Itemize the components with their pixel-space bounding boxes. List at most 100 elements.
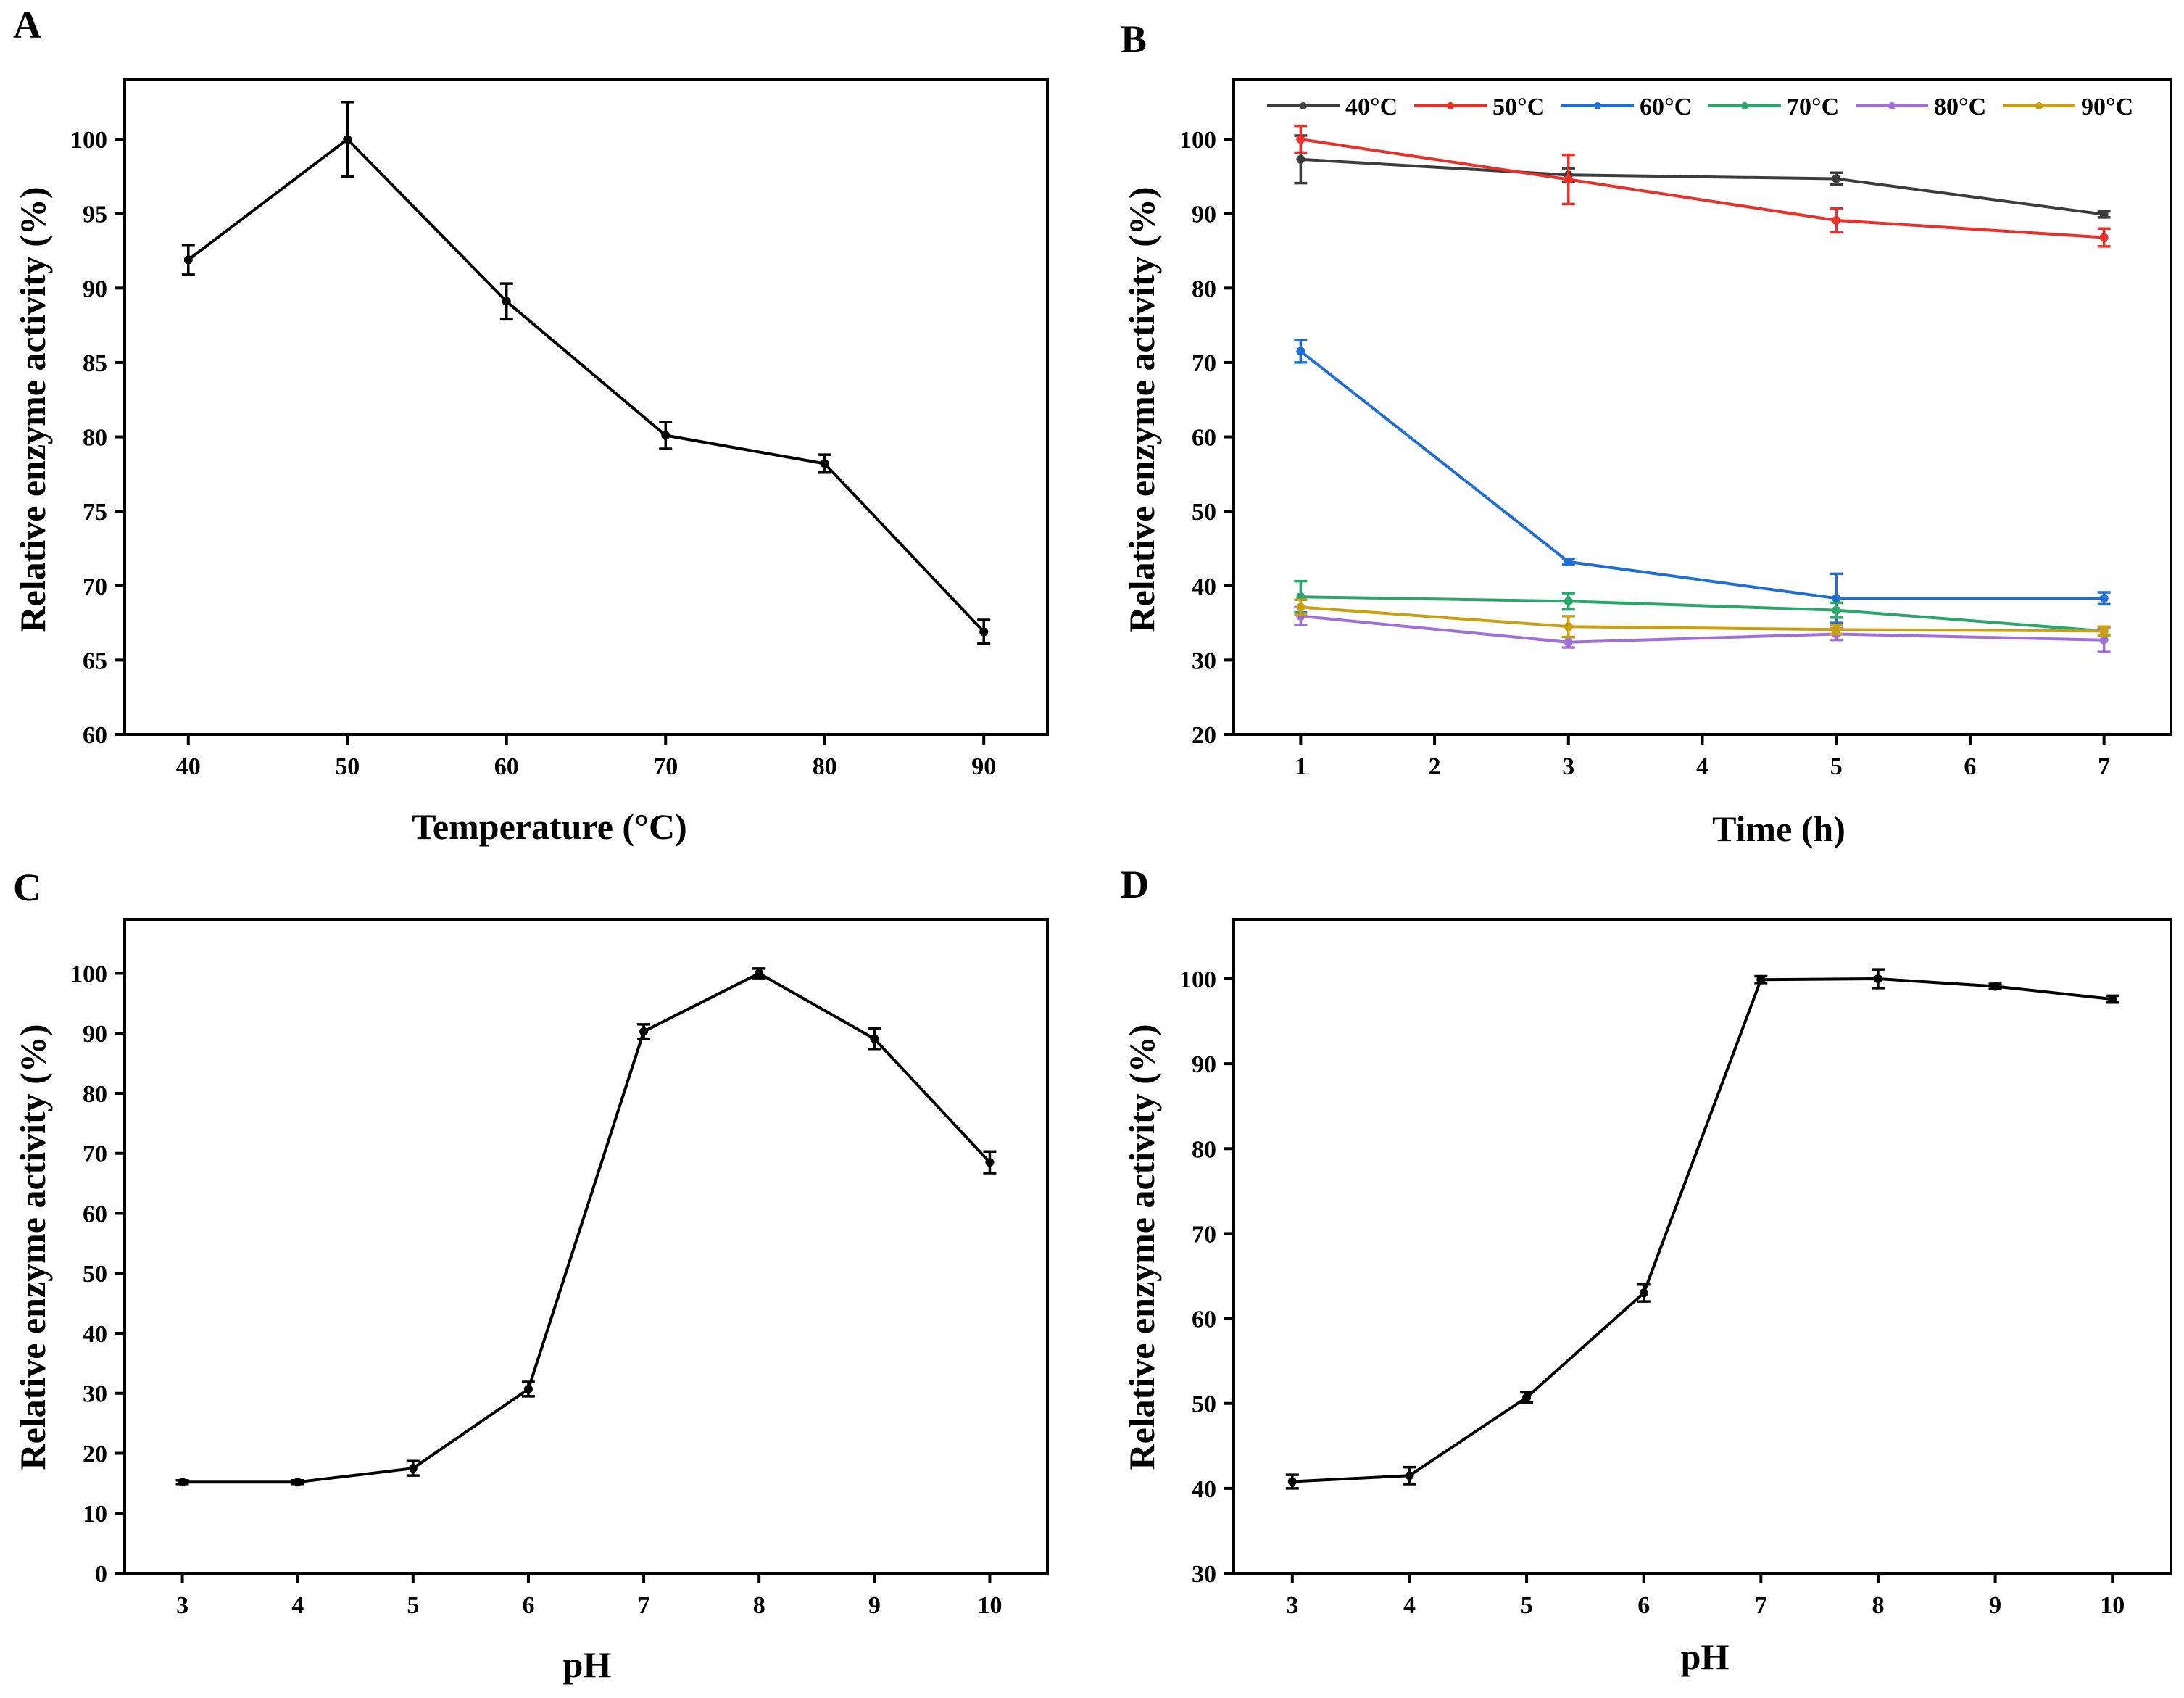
panel-c-y-tick-label-6: 60 <box>83 1201 107 1227</box>
panel-b-series-5-point-2 <box>1832 625 1841 634</box>
panel-c-y-tick-label-1: 10 <box>83 1501 107 1528</box>
panel-b-series-2-point-0 <box>1296 347 1305 356</box>
panel-b-legend-marker-0 <box>1300 102 1307 109</box>
panel-c-x-tick-label-7: 10 <box>977 1592 1002 1619</box>
panel-b-series-0-point-2 <box>1832 174 1841 183</box>
panel-c-series-0-point-4 <box>639 1027 649 1036</box>
panel-b-legend-marker-5 <box>2035 102 2043 109</box>
panel-d-x-tick-label-6: 9 <box>1989 1592 2001 1619</box>
panel-b-y-axis-title: Relative enzyme activity (%) <box>1121 186 1162 632</box>
panel-d-x-tick-label-7: 10 <box>2100 1592 2125 1619</box>
panel-d-series-0-point-6 <box>1990 982 2000 991</box>
panel-a-x-tick-label-4: 80 <box>813 753 837 780</box>
panel-d-y-tick-label-7: 100 <box>1179 966 1216 993</box>
panel-c-y-tick-label-3: 30 <box>83 1381 107 1408</box>
panel-d-y-tick-label-4: 70 <box>1192 1221 1216 1248</box>
panel-b-y-tick-label-3: 50 <box>1192 499 1216 526</box>
panel-b-legend-marker-1 <box>1447 102 1454 109</box>
panel-a-y-tick-label-4: 80 <box>83 425 107 452</box>
panel-c-x-tick-label-5: 8 <box>753 1592 765 1619</box>
panel-b-series-4-line <box>1300 614 2104 644</box>
panel-b: B Time (h) Relative enzyme activity (%) … <box>1121 17 2172 849</box>
panel-b-x-tick-label-3: 4 <box>1696 753 1708 780</box>
panel-b-y-tick-label-1: 30 <box>1192 647 1216 674</box>
panel-a-series-0-point-4 <box>820 459 829 468</box>
panel-b-series-4-point-1 <box>1564 637 1573 647</box>
panel-b-series-0-line <box>1300 157 2104 216</box>
panel-c-y-tick-label-8: 80 <box>83 1081 107 1108</box>
panel-d-series-0-point-3 <box>1639 1288 1648 1298</box>
panel-c-series-0-point-0 <box>178 1478 187 1487</box>
panel-a-x-tick-label-3: 70 <box>653 753 678 780</box>
panel-a-y-axis-title: Relative enzyme activity (%) <box>12 186 53 632</box>
panel-b-x-tick-label-2: 3 <box>1562 753 1574 780</box>
panel-b-x-tick-label-5: 6 <box>1964 753 1976 780</box>
panel-d-letter: D <box>1121 863 1149 906</box>
panel-c-series-0-point-3 <box>523 1384 533 1393</box>
panel-d-x-tick-label-2: 5 <box>1521 1592 1533 1619</box>
panel-b-series-1-point-2 <box>1832 215 1841 225</box>
panel-a-y-tick-label-5: 85 <box>83 350 107 377</box>
panel-b-letter: B <box>1121 17 1147 61</box>
panel-c-y-tick-label-7: 70 <box>83 1141 107 1168</box>
panel-c-y-axis-title: Relative enzyme activity (%) <box>12 1024 53 1470</box>
panel-b-series-5-point-0 <box>1296 602 1305 612</box>
panel-a-series-0-point-1 <box>343 135 352 144</box>
panel-b-series-2-point-1 <box>1564 557 1573 566</box>
panel-c-y-tick-label-9: 90 <box>83 1021 107 1048</box>
panel-d-x-tick-label-1: 4 <box>1403 1592 1416 1619</box>
panel-a-y-tick-label-2: 70 <box>83 573 107 600</box>
panel-d-x-axis-title: pH <box>1681 1636 1730 1677</box>
panel-c-x-tick-label-6: 9 <box>868 1592 881 1619</box>
panel-c-plot-frame <box>123 918 1049 1575</box>
panel-c-y-tick-label-4: 40 <box>83 1321 107 1348</box>
panel-a-x-tick-label-2: 60 <box>494 753 519 780</box>
panel-b-series-2-line <box>1300 349 2104 600</box>
panel-a-plot-frame <box>123 78 1049 736</box>
panel-a-x-tick-label-1: 50 <box>335 753 360 780</box>
panel-d-series-0-line <box>1292 977 2113 1483</box>
panel-c-x-axis-title: pH <box>563 1644 612 1685</box>
panel-c-x-tick-label-0: 3 <box>176 1592 188 1619</box>
panel-c-y-tick-label-10: 100 <box>70 961 107 987</box>
panel-b-series-2-point-3 <box>2099 594 2109 603</box>
panel-b-y-tick-label-2: 40 <box>1192 573 1216 600</box>
panel-c-series-0-point-2 <box>408 1464 418 1473</box>
panel-b-legend-label-0: 40°C <box>1345 94 1398 120</box>
panel-a-series-0-point-3 <box>661 431 670 440</box>
panel-b-series-0-point-0 <box>1296 154 1305 164</box>
panel-a-y-tick-label-6: 90 <box>83 276 107 302</box>
panel-c-y-tick-label-2: 20 <box>83 1441 107 1467</box>
panel-d-y-tick-label-3: 60 <box>1192 1306 1216 1333</box>
panel-b-legend-label-4: 80°C <box>1934 94 1986 120</box>
panel-b-y-tick-label-5: 70 <box>1192 350 1216 377</box>
panel-b-series-2-point-2 <box>1832 594 1841 603</box>
panel-d-x-tick-label-3: 6 <box>1637 1592 1650 1619</box>
panel-c-x-tick-label-3: 6 <box>522 1592 534 1619</box>
panel-b-series-3-line <box>1300 595 2104 633</box>
panel-a-y-tick-label-3: 75 <box>83 499 107 526</box>
panel-c-x-tick-label-4: 7 <box>638 1592 650 1619</box>
panel-b-x-tick-label-1: 2 <box>1429 753 1441 780</box>
panel-a-series-0-point-0 <box>183 255 193 265</box>
panel-b-legend-label-3: 70°C <box>1787 94 1839 120</box>
panel-b-legend-label-1: 50°C <box>1492 94 1545 120</box>
panel-d-x-tick-label-5: 8 <box>1872 1592 1884 1619</box>
panel-c-series-0-point-5 <box>755 969 764 978</box>
panel-d-y-tick-label-0: 30 <box>1192 1561 1216 1588</box>
panel-c-x-tick-label-2: 5 <box>407 1592 419 1619</box>
panel-b-y-tick-label-6: 80 <box>1192 276 1216 302</box>
panel-b-legend-marker-4 <box>1888 102 1896 109</box>
panel-b-x-tick-label-0: 1 <box>1295 753 1307 780</box>
panel-b-series-1-line <box>1300 138 2104 239</box>
panel-d-plot-frame <box>1232 918 2172 1575</box>
panel-b-legend-label-2: 60°C <box>1640 94 1692 120</box>
panel-b-x-tick-label-4: 5 <box>1830 753 1843 780</box>
panel-b-legend-marker-3 <box>1741 102 1748 109</box>
panel-d-series-0-point-2 <box>1522 1393 1532 1402</box>
panel-a-series-0-point-5 <box>979 627 989 637</box>
panel-a-x-tick-label-5: 90 <box>971 753 996 780</box>
panel-a-y-tick-label-7: 95 <box>83 202 107 228</box>
panel-a-y-tick-label-1: 65 <box>83 647 107 674</box>
